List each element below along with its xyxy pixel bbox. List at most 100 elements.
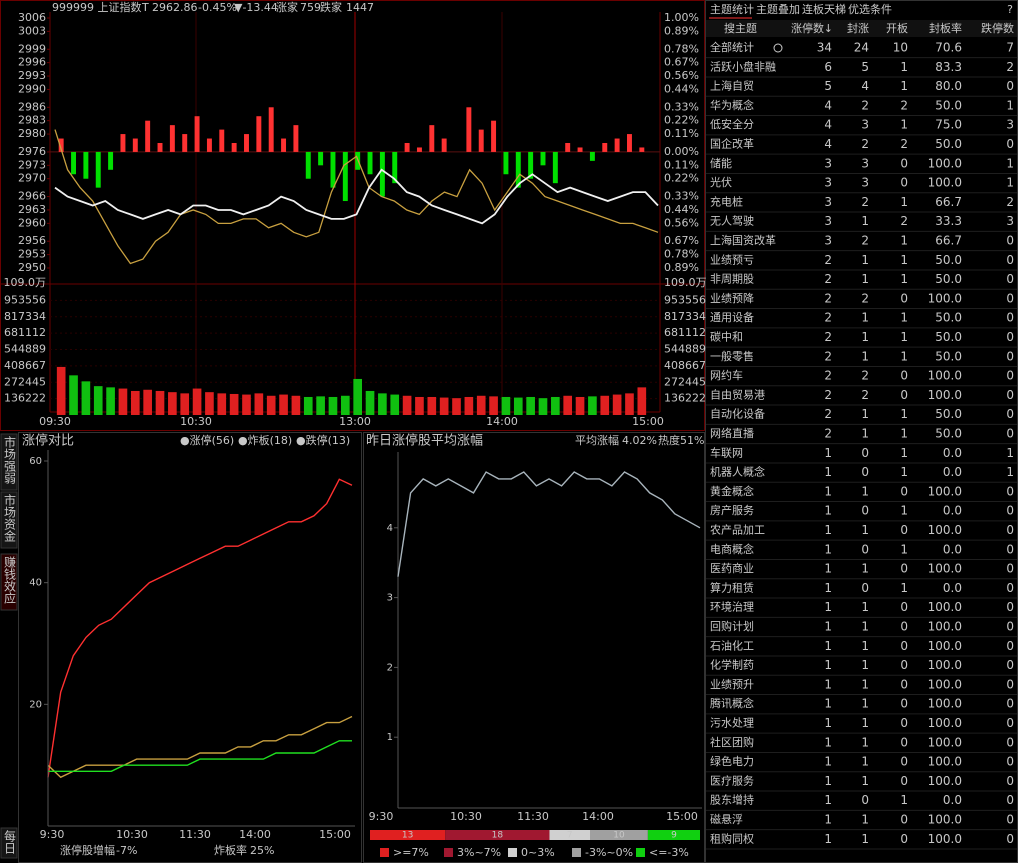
theme-name[interactable]: 国企改革	[710, 137, 754, 151]
cell: 75.0	[935, 118, 962, 132]
theme-name[interactable]: 充电桩	[710, 194, 743, 208]
theme-name[interactable]: 化学制药	[710, 658, 754, 672]
theme-name[interactable]: 全部统计	[710, 40, 754, 54]
header-up: 759	[300, 1, 321, 14]
table-tab[interactable]: 主题叠加	[756, 3, 800, 16]
theme-name[interactable]: 通用设备	[710, 310, 754, 324]
heat: 热度51%	[658, 433, 704, 447]
breadth-bar	[491, 120, 497, 152]
header-up-label: 涨家	[276, 0, 298, 14]
cell: 1	[824, 620, 832, 634]
table-tab[interactable]: 主题统计	[710, 3, 754, 16]
cell: 0	[1006, 639, 1014, 653]
side-tab[interactable]	[0, 433, 18, 491]
cell: 50.0	[935, 272, 962, 286]
cell: 100.0	[928, 369, 962, 383]
vol-tick: 953556	[4, 293, 46, 306]
avg-ytick: 4	[387, 523, 393, 534]
table-tab[interactable]: 优选条件	[848, 2, 892, 16]
theme-name[interactable]: 绿色电力	[710, 754, 754, 768]
theme-name[interactable]: 储能	[710, 156, 732, 170]
theme-name[interactable]: 电商概念	[710, 542, 754, 556]
theme-name[interactable]: 光伏	[710, 175, 732, 189]
theme-name[interactable]: 非周期股	[710, 273, 754, 286]
vol-bar	[415, 396, 424, 415]
theme-name[interactable]: 车联网	[710, 445, 743, 459]
column-header[interactable]: 跌停数	[981, 21, 1014, 35]
column-header[interactable]: 开板	[886, 21, 908, 35]
breadth-bar	[404, 143, 410, 152]
side-tab-label[interactable]: 赚钱效应	[3, 555, 17, 604]
dist-seg	[549, 830, 590, 840]
cell: 0	[900, 735, 908, 749]
cell: 2	[824, 311, 832, 325]
theme-name[interactable]: 业绩预降	[710, 291, 754, 305]
search[interactable]: 搜主题	[724, 21, 757, 35]
theme-name[interactable]: 黄金概念	[710, 484, 754, 498]
column-header[interactable]: 封板率	[929, 21, 962, 35]
cell: 100.0	[928, 523, 962, 537]
theme-name[interactable]: 华为概念	[710, 98, 754, 112]
theme-name[interactable]: 活跃小盘非融	[710, 59, 776, 73]
cell: 1	[1006, 156, 1014, 170]
header-code: 999999 上证指数	[52, 0, 142, 14]
theme-name[interactable]: 网络直播	[710, 426, 754, 440]
pct-tick: 0.67%	[664, 56, 699, 69]
theme-name[interactable]: 农产品加工	[710, 523, 765, 537]
theme-name[interactable]: 机器人概念	[710, 465, 765, 479]
legend-swatch	[636, 848, 645, 857]
theme-name[interactable]: 磁悬浮	[710, 813, 743, 826]
cell: 1	[1006, 446, 1014, 460]
theme-name[interactable]: 医药商业	[710, 561, 754, 575]
theme-name[interactable]: 一般零售	[710, 349, 754, 363]
cell: 3	[861, 176, 869, 190]
theme-name[interactable]: 无人驾驶	[710, 214, 754, 228]
side-tab-label[interactable]: 每日	[3, 829, 17, 854]
side-tab-label[interactable]: 市场强弱	[3, 435, 17, 485]
theme-name[interactable]: 网约车	[710, 368, 743, 382]
theme-name[interactable]: 腾讯概念	[710, 696, 754, 710]
theme-name[interactable]: 自动化设备	[710, 407, 765, 421]
theme-name[interactable]: 回购计划	[710, 619, 754, 633]
cell: 1	[900, 253, 908, 267]
help[interactable]: ?	[1007, 3, 1013, 16]
side-tab-label[interactable]: 市场资金	[3, 493, 17, 542]
cell: 50.0	[935, 98, 962, 112]
breadth-bar	[318, 151, 324, 166]
theme-name[interactable]: 上海自贸	[710, 79, 754, 93]
compare-title: 涨停对比	[22, 433, 74, 449]
breadth-bar	[342, 151, 348, 202]
cell: 0.0	[943, 542, 962, 556]
theme-name[interactable]: 股东增持	[710, 793, 754, 807]
theme-name[interactable]: 低安全分	[710, 117, 754, 131]
cell: 1	[861, 774, 869, 788]
breadth-bar	[206, 138, 212, 152]
theme-name[interactable]: 上海国资改革	[710, 233, 776, 247]
table-tab[interactable]: 连板天梯	[802, 2, 846, 16]
theme-name[interactable]: 业绩预升	[710, 678, 754, 691]
cell: 0	[1006, 600, 1014, 614]
theme-name[interactable]: 自由贸易港	[710, 387, 765, 401]
cell: 1	[861, 832, 869, 846]
cell: 0	[900, 639, 908, 653]
theme-name[interactable]: 碳中和	[710, 330, 743, 344]
cell: 1	[900, 118, 908, 132]
side-tab[interactable]	[0, 827, 18, 859]
theme-name[interactable]: 石油化工	[710, 638, 754, 652]
theme-name[interactable]: 社区团购	[710, 735, 754, 749]
theme-name[interactable]: 租购同权	[710, 831, 754, 845]
theme-name[interactable]: 医疗服务	[710, 773, 754, 787]
column-header[interactable]: 涨停数	[791, 21, 824, 35]
side-tab[interactable]	[0, 491, 18, 549]
theme-name[interactable]: 业绩预亏	[710, 253, 754, 266]
vol-bar	[600, 395, 610, 415]
theme-name[interactable]: 环境治理	[710, 600, 754, 614]
cell: 1	[861, 253, 869, 267]
theme-name[interactable]: 污水处理	[710, 717, 754, 730]
theme-name[interactable]: 算力租赁	[710, 580, 754, 594]
side-tab[interactable]	[0, 553, 18, 611]
compare-line	[47, 478, 353, 778]
theme-name[interactable]: 房产服务	[710, 503, 754, 517]
cell: 2	[824, 388, 832, 402]
column-header[interactable]: 封涨	[847, 21, 869, 35]
